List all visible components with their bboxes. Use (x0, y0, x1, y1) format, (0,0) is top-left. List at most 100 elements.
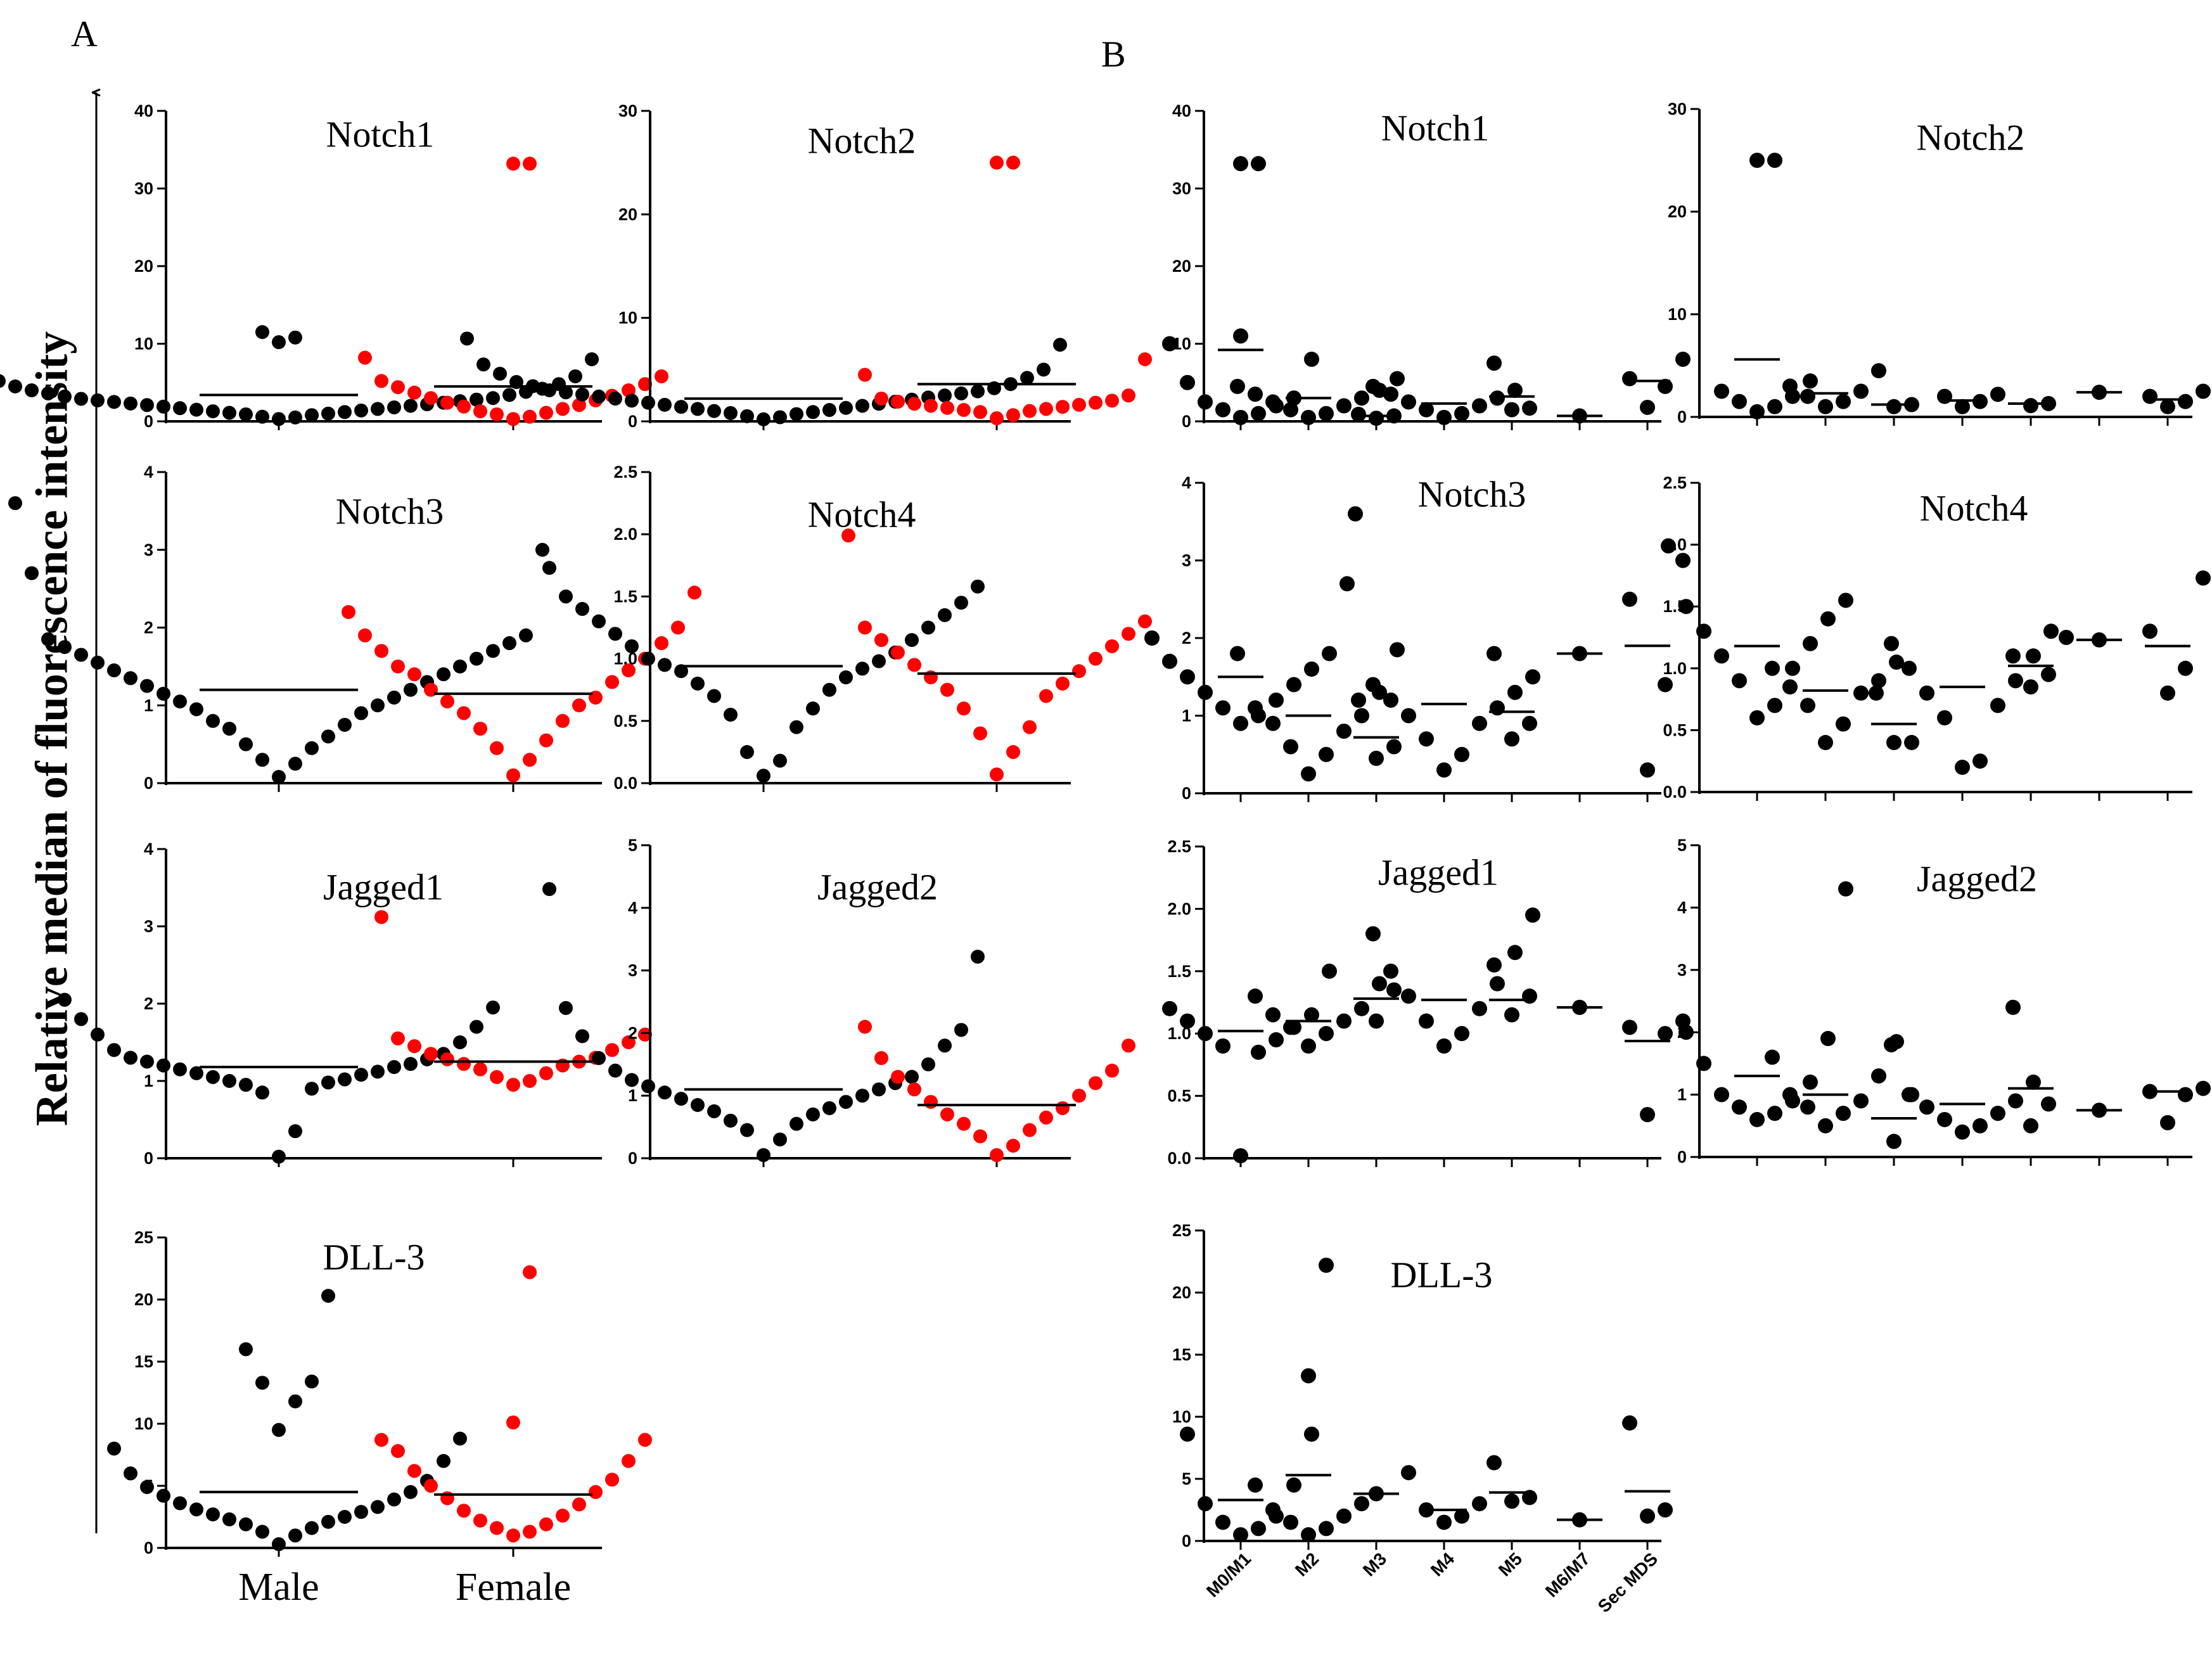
chart-b-dll-3-ytick-label: 20 (1172, 1283, 1191, 1302)
chart-b-jagged1-point-sec-mds (1622, 1019, 1637, 1035)
chart-a-dll-3-ytick-label: 20 (134, 1290, 153, 1309)
chart-b-jagged2-point-m4 (1937, 1111, 1952, 1127)
chart-a-notch4-point-male (674, 664, 688, 679)
chart-b-dll-3-point-m2 (1354, 1496, 1369, 1512)
chart-a-jagged1-point-male (371, 1064, 385, 1079)
chart-b-dll-3-point-m5 (1486, 1455, 1502, 1471)
chart-b-dll-3-point-m0-m1 (1251, 1521, 1266, 1537)
chart-a-dll-3-point-male (321, 1289, 335, 1303)
chart-a-notch3-point-female (523, 753, 537, 767)
chart-a-notch3-point-male (91, 655, 105, 670)
chart-b-jagged2-point-m4 (2026, 1074, 2041, 1090)
chart-a-dll-3-point-female (391, 1444, 405, 1459)
chart-a-jagged1-point-male (189, 1066, 203, 1080)
chart-b-dll-3-point-m4 (1436, 1514, 1452, 1530)
chart-b-notch2-point-m4 (1990, 387, 2005, 402)
chart-a-notch3-point-male (437, 667, 451, 682)
chart-a-jagged1-ytick-label: 2 (144, 994, 153, 1013)
chart-a-notch1-point-male (222, 406, 236, 420)
chart-a-notch2-point-male (757, 412, 770, 426)
chart-b-notch2-point-m0-m1 (1749, 404, 1765, 419)
chart-b-notch1-point-m4 (1436, 409, 1452, 425)
chart-a-dll-3-point-female (556, 1509, 570, 1523)
chart-b-notch3-point-m5 (1522, 715, 1537, 731)
chart-a-jagged1-point-female (523, 1074, 537, 1088)
chart-a-jagged2-ytick-label: 1 (628, 1086, 637, 1105)
chart-a-notch4-point-female (1089, 651, 1103, 666)
chart-b-dll-3-ytick-label: 10 (1172, 1407, 1191, 1426)
chart-b-notch1-ytick-label: 40 (1172, 101, 1191, 120)
chart-b-notch2-point-m2 (1818, 399, 1833, 414)
chart-a-notch3-point-male (338, 717, 352, 732)
chart-b-jagged2-point-m5 (2005, 999, 2021, 1015)
chart-a-notch3-point-male (502, 636, 516, 651)
chart-b-jagged1-title: Jagged1 (1378, 852, 1499, 893)
chart-b-notch3-point-m0-m1 (1215, 700, 1231, 716)
chart-a-dll-3-point-male (255, 1524, 269, 1539)
chart-b-notch2-ytick-label: 10 (1668, 305, 1687, 324)
chart-b-jagged2-point-m2 (1800, 1099, 1815, 1115)
chart-b-jagged2-ytick-label: 3 (1677, 961, 1687, 980)
chart-b-jagged1-ytick-label: 1.5 (1167, 962, 1191, 981)
chart-b-jagged2-point-m0-m1 (1803, 1074, 1818, 1090)
chart-a-notch3-ytick-label: 4 (144, 463, 153, 482)
chart-b-notch4-ytick-label: 2.5 (1663, 473, 1687, 492)
chart-b-notch3-point-m2 (1301, 766, 1316, 782)
chart-a-dll-3-point-female (473, 1513, 487, 1528)
chart-b-dll-3-point-m2 (1283, 1514, 1298, 1530)
chart-b-notch3-ytick-label: 0 (1182, 784, 1191, 803)
chart-a-notch1-ytick-label: 30 (134, 179, 153, 198)
chart-a-dll-3-title: DLL-3 (323, 1237, 425, 1278)
chart-b-notch1-point-m2 (1319, 406, 1334, 421)
chart-a-notch2-point-female (1006, 155, 1020, 170)
chart-b-jagged2-ytick-label: 0 (1677, 1147, 1687, 1166)
chart-a-jagged1-point-male (140, 1054, 154, 1069)
chart-a-notch2-point-female (1006, 408, 1020, 423)
chart-a-jagged2-point-female (957, 1116, 971, 1131)
chart-a-notch1-ytick-label: 20 (134, 257, 153, 276)
chart-a-notch3-ytick-label: 0 (144, 774, 153, 793)
chart-b-notch1-point-m4 (1365, 378, 1381, 394)
chart-a-jagged1: Jagged1 0 1 2 3 4 (58, 840, 652, 1168)
chart-a-notch4-point-female (1138, 614, 1152, 629)
chart-b-jagged1-point-m2 (1354, 1000, 1369, 1016)
chart-a-notch1-point-male (338, 405, 352, 419)
chart-b-dll-3-category-label: M2 (1291, 1549, 1322, 1580)
chart-a-notch1-point-female (556, 402, 570, 416)
chart-a-jagged1-point-female (490, 1070, 504, 1084)
chart-b-notch4-point-m2 (1782, 679, 1798, 695)
chart-a-notch1-point-male (288, 330, 302, 345)
chart-b-notch4-point-m4 (1990, 698, 2005, 713)
chart-b-notch1-ytick-label: 30 (1172, 179, 1191, 198)
chart-b-jagged1-point-m4 (1472, 1000, 1487, 1016)
chart-b-jagged2-point-m2 (1818, 1118, 1833, 1134)
chart-b-notch4-point-m2 (1818, 734, 1833, 750)
chart-b-notch1-point-m2 (1230, 378, 1245, 394)
chart-b-jagged1-point-m4 (1383, 963, 1398, 979)
chart-b-notch2-point-m2 (1782, 378, 1798, 394)
chart-a-notch3-point-female (490, 741, 504, 755)
chart-a-jagged1-point-male (321, 1075, 335, 1090)
chart-a-notch4-point-male (855, 661, 869, 676)
chart-b-notch3-point-m0-m1 (1180, 669, 1195, 685)
chart-b-jagged1-point-m0-m1 (1304, 1007, 1319, 1023)
chart-b-jagged1-point-m4 (1365, 926, 1381, 942)
chart-b-notch2-point-m2 (1800, 388, 1815, 404)
chart-a-notch1-point-male (470, 392, 483, 407)
chart-a-jagged2-point-male (559, 1000, 573, 1015)
chart-a-jagged2-point-male (575, 1029, 589, 1044)
chart-a-jagged1-point-male (404, 1057, 418, 1071)
chart-a-notch3-point-female (655, 636, 668, 651)
chart-a-notch4-point-male (724, 707, 738, 722)
chart-a-notch4-point-male (954, 596, 968, 610)
chart-b-jagged2-point-m5 (2041, 1096, 2056, 1112)
chart-a-notch4-point-female (858, 620, 872, 635)
chart-b-jagged2-point-m0-m1 (1749, 1111, 1765, 1127)
chart-a-jagged1-point-male (453, 1035, 467, 1049)
chart-b-notch2-point-sec-mds (2160, 399, 2175, 414)
chart-a-notch1-point-male (568, 369, 582, 383)
chart-a-jagged1-title: Jagged1 (323, 867, 444, 908)
chart-a-dll-3-point-male (239, 1342, 253, 1357)
chart-b-jagged1-point-m4 (1454, 1026, 1469, 1042)
